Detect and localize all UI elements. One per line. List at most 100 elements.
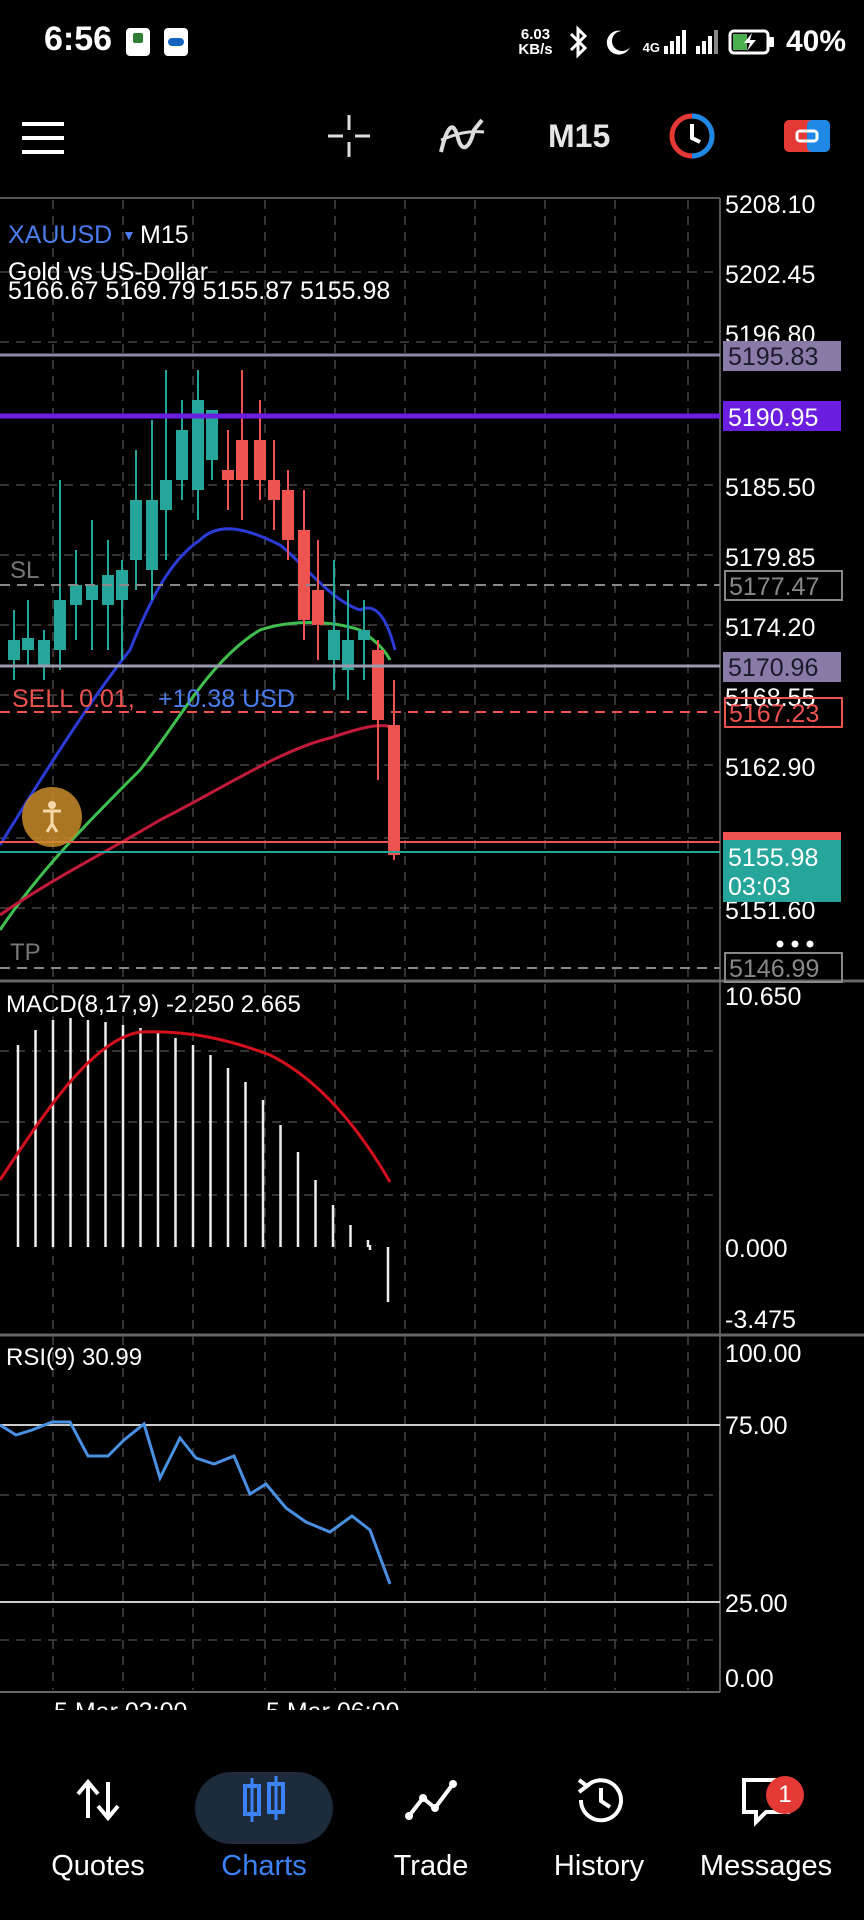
candle-body: [38, 640, 50, 665]
candle-body: [222, 470, 234, 480]
nav-history-label: History: [553, 1850, 645, 1882]
candle-body: [372, 650, 384, 720]
macd-axis-bottom: -3.475: [725, 1306, 796, 1334]
level-tag-entry: 5170.96: [728, 654, 818, 682]
rsi-label: RSI(9) 30.99: [6, 1344, 142, 1371]
candle-body: [8, 640, 20, 660]
timeframe-label: M15: [140, 221, 189, 249]
more-options-icon[interactable]: [776, 940, 814, 948]
level-tag-bg: [723, 652, 841, 682]
candle-body: [312, 590, 324, 625]
nav-history[interactable]: History: [514, 1740, 684, 1920]
candle-body: [342, 640, 354, 670]
rsi-panel: [0, 1420, 720, 1603]
candle-body: [268, 480, 280, 500]
candlestick-series: [8, 370, 400, 860]
ma-fast-line: [0, 527, 397, 846]
symbol-dropdown-icon[interactable]: ▼: [122, 227, 136, 243]
nav-quotes[interactable]: Quotes: [13, 1740, 183, 1920]
history-icon: [577, 1778, 623, 1823]
level-tag-resistance-1: 5195.83: [728, 343, 818, 371]
chart-area[interactable]: XAUUSD ▼ M15 Gold vs US-Dollar 5166.67 5…: [0, 195, 864, 1710]
candle-body: [192, 400, 204, 490]
symbol-label[interactable]: XAUUSD: [8, 221, 112, 249]
candle-body: [70, 585, 82, 605]
candle-body: [130, 500, 142, 560]
macd-label: MACD(8,17,9) -2.250 2.665: [6, 991, 301, 1018]
macd-panel: [0, 1018, 392, 1302]
candle-body: [282, 490, 294, 540]
battery-charging-icon: [728, 29, 774, 55]
bar-countdown: 03:03: [728, 873, 791, 901]
charts-icon: [243, 1776, 285, 1822]
price-levels: [0, 353, 720, 969]
nav-charts-label: Charts: [221, 1850, 307, 1882]
level-tag-resistance-2: 5190.95: [728, 404, 818, 432]
level-tag-bg: [723, 401, 841, 431]
rsi-axis-25: 25.00: [725, 1590, 788, 1618]
candle-body: [358, 630, 370, 640]
macd-axis-zero: 0.000: [725, 1235, 788, 1263]
chart-grid: [0, 197, 864, 1693]
period-icon[interactable]: [668, 112, 716, 160]
rsi-line: [0, 1420, 392, 1585]
time-axis-label-1: 5 Mar 03:00: [54, 1698, 187, 1710]
price-axis-label-6: 5162.90: [725, 754, 815, 782]
price-axis-label-2: 5185.50: [725, 474, 815, 502]
price-axis-label-4: 5174.20: [725, 614, 815, 642]
price-axis-label-1: 5202.45: [725, 261, 815, 289]
menu-icon[interactable]: [22, 120, 66, 156]
position-profit: +10.38 USD: [158, 685, 295, 713]
level-tag-sl: 5177.47: [729, 573, 819, 601]
nav-charts[interactable]: Charts: [179, 1740, 349, 1920]
candle-body: [160, 480, 172, 510]
nav-trade[interactable]: Trade: [346, 1740, 516, 1920]
tp-label: TP: [10, 939, 41, 966]
timeframe-button[interactable]: M15: [548, 118, 611, 154]
candle-body: [54, 600, 66, 650]
level-tag-tp: 5146.99: [729, 955, 819, 983]
candle-body: [388, 725, 400, 855]
rsi-axis-100: 100.00: [725, 1340, 801, 1368]
person-icon: [43, 801, 61, 833]
indicators-icon[interactable]: [438, 112, 486, 158]
notification-app-icon: [126, 28, 150, 56]
candle-body: [298, 530, 310, 620]
crosshair-icon[interactable]: [326, 113, 372, 159]
price-axis-label-3: 5179.85: [725, 544, 815, 572]
tp-tag-box: [724, 952, 843, 983]
candle-body: [254, 440, 266, 480]
nav-messages[interactable]: Messages: [681, 1740, 851, 1920]
candle-body: [206, 410, 218, 460]
candle-body: [22, 638, 34, 650]
nav-quotes-label: Quotes: [51, 1850, 145, 1882]
ma-slow-line: [0, 724, 396, 917]
rsi-axis-0: 0.00: [725, 1665, 774, 1693]
net-speed: 6.03 KB/s: [518, 26, 553, 58]
price-axis-top: 5208.10: [725, 195, 815, 219]
rsi-axis-75: 75.00: [725, 1412, 788, 1440]
macd-signal-line: [0, 1030, 392, 1183]
status-bar: 6:56 6.03 KB/s 4G: [0, 0, 864, 90]
trade-nav-icon: [405, 1780, 457, 1820]
moon-icon: [606, 30, 630, 55]
status-time: 6:56: [44, 20, 113, 58]
ohlc-values: 5166.67 5169.79 5155.87 5155.98: [8, 277, 390, 305]
chart-toolbar: [0, 90, 864, 190]
active-tab-indicator: [195, 1772, 333, 1844]
battery-percent: 40%: [785, 25, 846, 58]
ma-mid-line: [0, 621, 392, 931]
candle-body: [102, 575, 114, 605]
nav-trade-label: Trade: [393, 1850, 469, 1882]
level-tag-open-price: 5167.23: [729, 700, 819, 728]
candle-body: [236, 440, 248, 480]
open-price-tag-box: [724, 697, 843, 728]
status-indicators: 6.03 KB/s 4G 40%: [518, 22, 846, 62]
position-side-label[interactable]: SELL 0.01,: [12, 685, 135, 713]
trade-icon[interactable]: [784, 116, 830, 156]
sl-tag-box: [724, 570, 843, 601]
bluetooth-icon: [569, 25, 587, 59]
bottom-navigation: Quotes Charts Trade History Messages: [0, 1740, 864, 1920]
nav-messages-label: Messages: [699, 1850, 833, 1882]
cell-signal-icon-2: [695, 30, 718, 54]
